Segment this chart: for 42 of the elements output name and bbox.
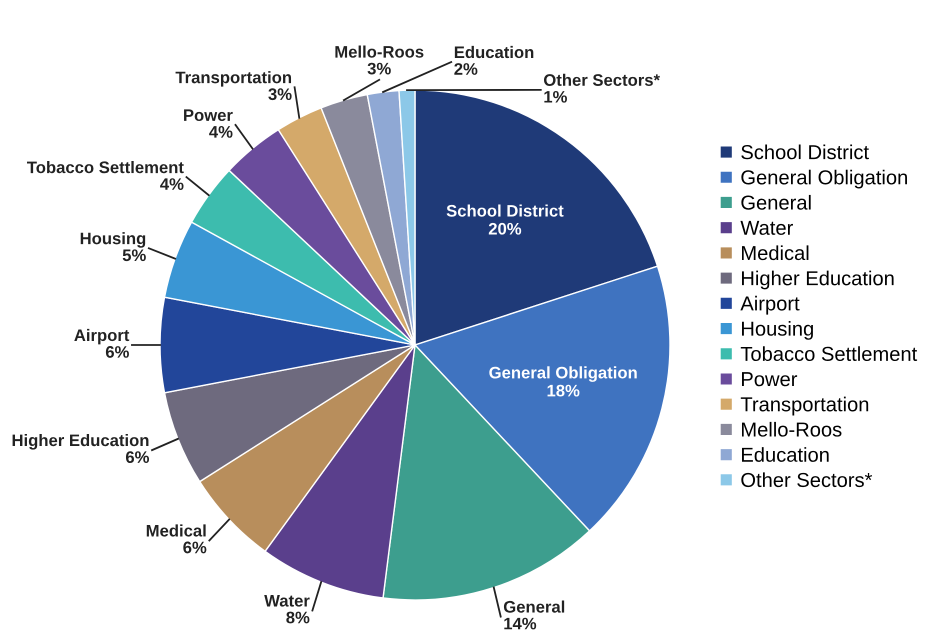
slice-label: General Obligation (489, 366, 637, 382)
slice-label: School District (446, 204, 564, 217)
legend-label: Housing (742, 321, 813, 340)
legend-label: Other Sectors* (741, 472, 872, 488)
data-label: 20% (488, 222, 522, 235)
slice-label: Education (454, 46, 534, 58)
legend-label: General Obligation (741, 170, 907, 188)
legend-label: Power (742, 372, 798, 386)
legend-label: Transportation (740, 396, 868, 416)
slice-label: Mello-Roos (335, 46, 424, 58)
legend-label: Tobacco Settlement (740, 346, 918, 362)
data-label: 5% (122, 249, 146, 262)
slice-label: Tobacco Settlement (27, 160, 184, 174)
slice-label: Water (264, 595, 310, 607)
legend-label: Medical (742, 245, 808, 260)
data-label: 1% (544, 90, 567, 103)
legend-label: General (741, 194, 811, 210)
data-label: 14% (504, 618, 536, 630)
legend-label: Higher Education (742, 270, 894, 290)
data-label: 6% (183, 542, 206, 554)
slice-label: Other Sectors* (544, 74, 660, 86)
slice-label: Transportation (176, 71, 292, 87)
data-label: 8% (286, 612, 310, 624)
slice-label: General (504, 600, 564, 613)
data-label: 4% (160, 178, 184, 190)
slice-label: Medical (146, 524, 206, 537)
data-label: 3% (368, 62, 391, 75)
legend-label: Mello-Roos (742, 422, 842, 437)
slice-label: Power (184, 109, 233, 122)
data-label: 2% (454, 63, 478, 75)
slice-label: Housing (80, 232, 146, 248)
legend-label: Education (742, 447, 829, 462)
data-label: 18% (548, 384, 580, 397)
legend-label: School District (741, 144, 869, 160)
data-label: 6% (106, 346, 129, 358)
slice-label: Higher Education (12, 434, 148, 450)
legend-label: Airport (740, 296, 800, 315)
data-label: 6% (126, 451, 150, 464)
slice-label: Airport (74, 328, 130, 344)
data-label: 3% (268, 88, 292, 100)
data-label: 4% (209, 126, 233, 138)
legend-label: Water (740, 220, 793, 235)
